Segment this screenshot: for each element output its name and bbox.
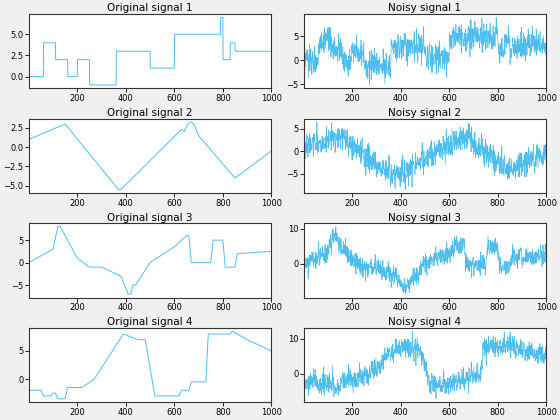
Title: Original signal 2: Original signal 2 (108, 108, 193, 118)
Title: Original signal 3: Original signal 3 (108, 213, 193, 223)
Title: Noisy signal 4: Noisy signal 4 (389, 317, 461, 327)
Title: Noisy signal 1: Noisy signal 1 (389, 3, 461, 13)
Title: Noisy signal 2: Noisy signal 2 (389, 108, 461, 118)
Title: Original signal 1: Original signal 1 (108, 3, 193, 13)
Title: Original signal 4: Original signal 4 (108, 317, 193, 327)
Title: Noisy signal 3: Noisy signal 3 (389, 213, 461, 223)
